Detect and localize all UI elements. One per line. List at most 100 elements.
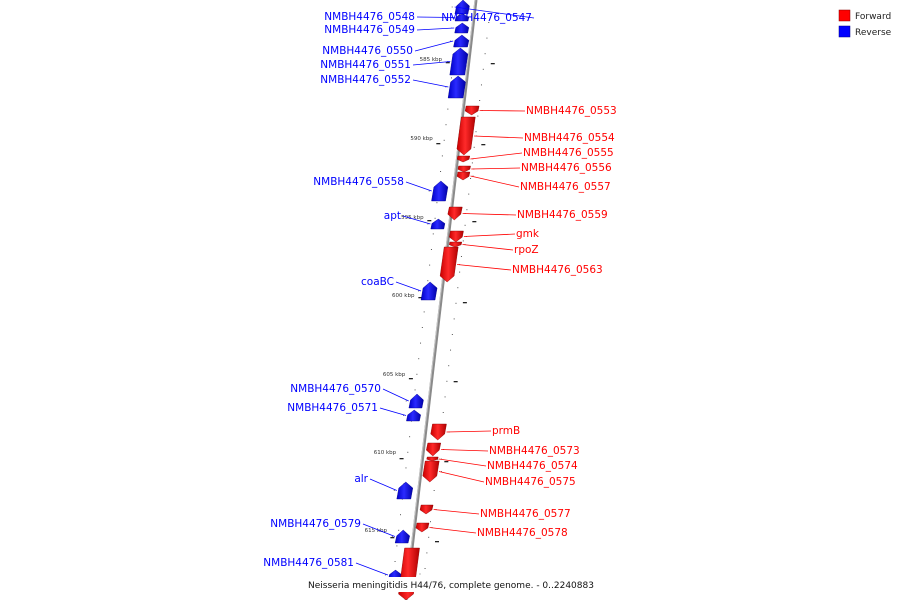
gene-arrow[interactable] bbox=[426, 442, 442, 457]
gene-arrow[interactable] bbox=[453, 34, 470, 48]
tick-left bbox=[394, 561, 396, 562]
gene-arrow[interactable] bbox=[408, 393, 424, 409]
legend-reverse-label: Reverse bbox=[855, 28, 892, 38]
gene-label[interactable]: NMBH4476_0550 bbox=[322, 45, 413, 57]
scale-label: 610 kbp bbox=[374, 450, 397, 456]
gene-label[interactable]: NMBH4476_0559 bbox=[517, 209, 608, 221]
gene-arrow[interactable] bbox=[447, 75, 466, 99]
gene-label[interactable]: coaBC bbox=[361, 276, 394, 288]
gene-leader-line bbox=[462, 244, 514, 251]
gene-stem-dot bbox=[428, 190, 430, 192]
gene-label[interactable]: NMBH4476_0551 bbox=[320, 59, 411, 71]
tick-left bbox=[432, 233, 434, 235]
gene-label[interactable]: NMBH4476_0555 bbox=[523, 147, 614, 159]
gene-arrow[interactable] bbox=[431, 180, 449, 202]
gene-arrow[interactable] bbox=[406, 409, 421, 422]
gene-leader-line bbox=[379, 407, 407, 416]
gene-arrow[interactable] bbox=[447, 206, 463, 221]
gene-arrow[interactable] bbox=[398, 547, 420, 600]
tick-right bbox=[453, 318, 455, 320]
gene-label[interactable]: NMBH4476_0581 bbox=[263, 557, 354, 569]
tick-right bbox=[442, 412, 444, 413]
gene-arrow[interactable] bbox=[419, 504, 434, 515]
gene-arrow[interactable] bbox=[394, 529, 410, 544]
scale-marks: 585 kbp 590 kbp 595 kbp 600 kbp 605 kbp 610 k… bbox=[365, 57, 443, 534]
gene-arrow[interactable] bbox=[420, 281, 438, 301]
gene-label[interactable]: NMBH4476_0573 bbox=[489, 445, 580, 457]
gene-label[interactable]: NMBH4476_0553 bbox=[526, 105, 617, 117]
gene-label[interactable]: NMBH4476_0574 bbox=[487, 460, 578, 472]
gene-arrow[interactable] bbox=[456, 116, 476, 156]
gene-arrow[interactable] bbox=[457, 165, 471, 173]
tick-right bbox=[471, 162, 473, 164]
gene-label[interactable]: NMBH4476_0558 bbox=[313, 176, 404, 188]
gene-label[interactable]: NMBH4476_0578 bbox=[477, 527, 568, 539]
gene-label[interactable]: prmB bbox=[492, 425, 520, 437]
gene-arrow[interactable] bbox=[448, 241, 463, 248]
gene-leader-line bbox=[479, 110, 526, 112]
gene-label[interactable]: NMBH4476_0575 bbox=[485, 476, 576, 488]
gene-arrow[interactable] bbox=[422, 460, 440, 483]
gene-arrow[interactable] bbox=[430, 218, 446, 230]
gene-leader-line bbox=[446, 430, 492, 433]
tick-left bbox=[447, 108, 449, 110]
gene-arrow[interactable] bbox=[426, 456, 439, 462]
gene-label[interactable]: NMBH4476_0548 bbox=[324, 11, 415, 23]
gene-label[interactable]: rpoZ bbox=[514, 244, 539, 256]
gene-label[interactable]: apt bbox=[384, 210, 401, 222]
gene-arrow[interactable] bbox=[449, 47, 469, 76]
gene-arrow[interactable] bbox=[454, 22, 470, 34]
scale-label: 615 kbp bbox=[365, 528, 388, 534]
gene-label[interactable]: NMBH4476_0554 bbox=[524, 132, 615, 144]
tick-left bbox=[445, 124, 447, 126]
gene-label[interactable]: NMBH4476_0579 bbox=[270, 518, 361, 530]
tick-right bbox=[477, 115, 479, 117]
gene-leader-line bbox=[470, 152, 523, 160]
gene-stem-dot bbox=[451, 6, 453, 8]
gene-label[interactable]: NMBH4476_0563 bbox=[512, 264, 603, 276]
gene-label[interactable]: NMBH4476_0556 bbox=[521, 162, 612, 174]
tick-left bbox=[423, 311, 425, 313]
gene-stem-dot bbox=[441, 471, 442, 472]
gene-label[interactable]: NMBH4476_0549 bbox=[324, 24, 415, 36]
gene-leader-line bbox=[433, 509, 480, 515]
gene-arrow[interactable] bbox=[396, 481, 414, 500]
tick-right bbox=[464, 224, 466, 226]
gene-label[interactable]: NMBH4476_0570 bbox=[290, 383, 381, 395]
scale-label: 605 kbp bbox=[383, 372, 406, 378]
gene-label[interactable]: NMBH4476_0557 bbox=[520, 181, 611, 193]
tick-left bbox=[450, 77, 452, 79]
gene-arrow[interactable] bbox=[449, 230, 464, 243]
gene-leader-line bbox=[441, 449, 489, 452]
gene-arrow[interactable] bbox=[464, 105, 480, 116]
tick-left bbox=[398, 529, 400, 531]
gene-arrow[interactable] bbox=[439, 246, 459, 283]
tick-right bbox=[470, 178, 472, 179]
gene-label[interactable]: NMBH4476_0547 bbox=[441, 12, 532, 24]
tick-right bbox=[433, 490, 435, 491]
gene-arrow[interactable] bbox=[454, 13, 470, 22]
gene-arrow[interactable] bbox=[456, 155, 471, 163]
gene-label[interactable]: gmk bbox=[516, 228, 540, 240]
tick-left bbox=[429, 264, 431, 266]
tick-right bbox=[475, 131, 477, 133]
gene-arrow[interactable] bbox=[430, 423, 447, 441]
tick-right bbox=[426, 552, 428, 554]
gene-leader-line bbox=[438, 471, 485, 483]
gene-arrow[interactable] bbox=[456, 171, 471, 181]
gene-label[interactable]: NMBH4476_0571 bbox=[287, 402, 378, 414]
tick-left bbox=[434, 217, 436, 219]
gene-leader-line bbox=[412, 61, 451, 66]
gene-label[interactable]: alr bbox=[354, 473, 368, 485]
gene-arrow[interactable] bbox=[454, 0, 470, 15]
gene-leader-line bbox=[470, 175, 520, 188]
gene-label[interactable]: NMBH4476_0552 bbox=[320, 74, 411, 86]
gene-arrow[interactable] bbox=[415, 522, 430, 533]
tick-left bbox=[405, 467, 407, 469]
tick-right bbox=[455, 302, 457, 304]
gene-label[interactable]: NMBH4476_0577 bbox=[480, 508, 571, 520]
tick-right bbox=[450, 349, 452, 351]
legend-forward-swatch bbox=[838, 9, 851, 22]
